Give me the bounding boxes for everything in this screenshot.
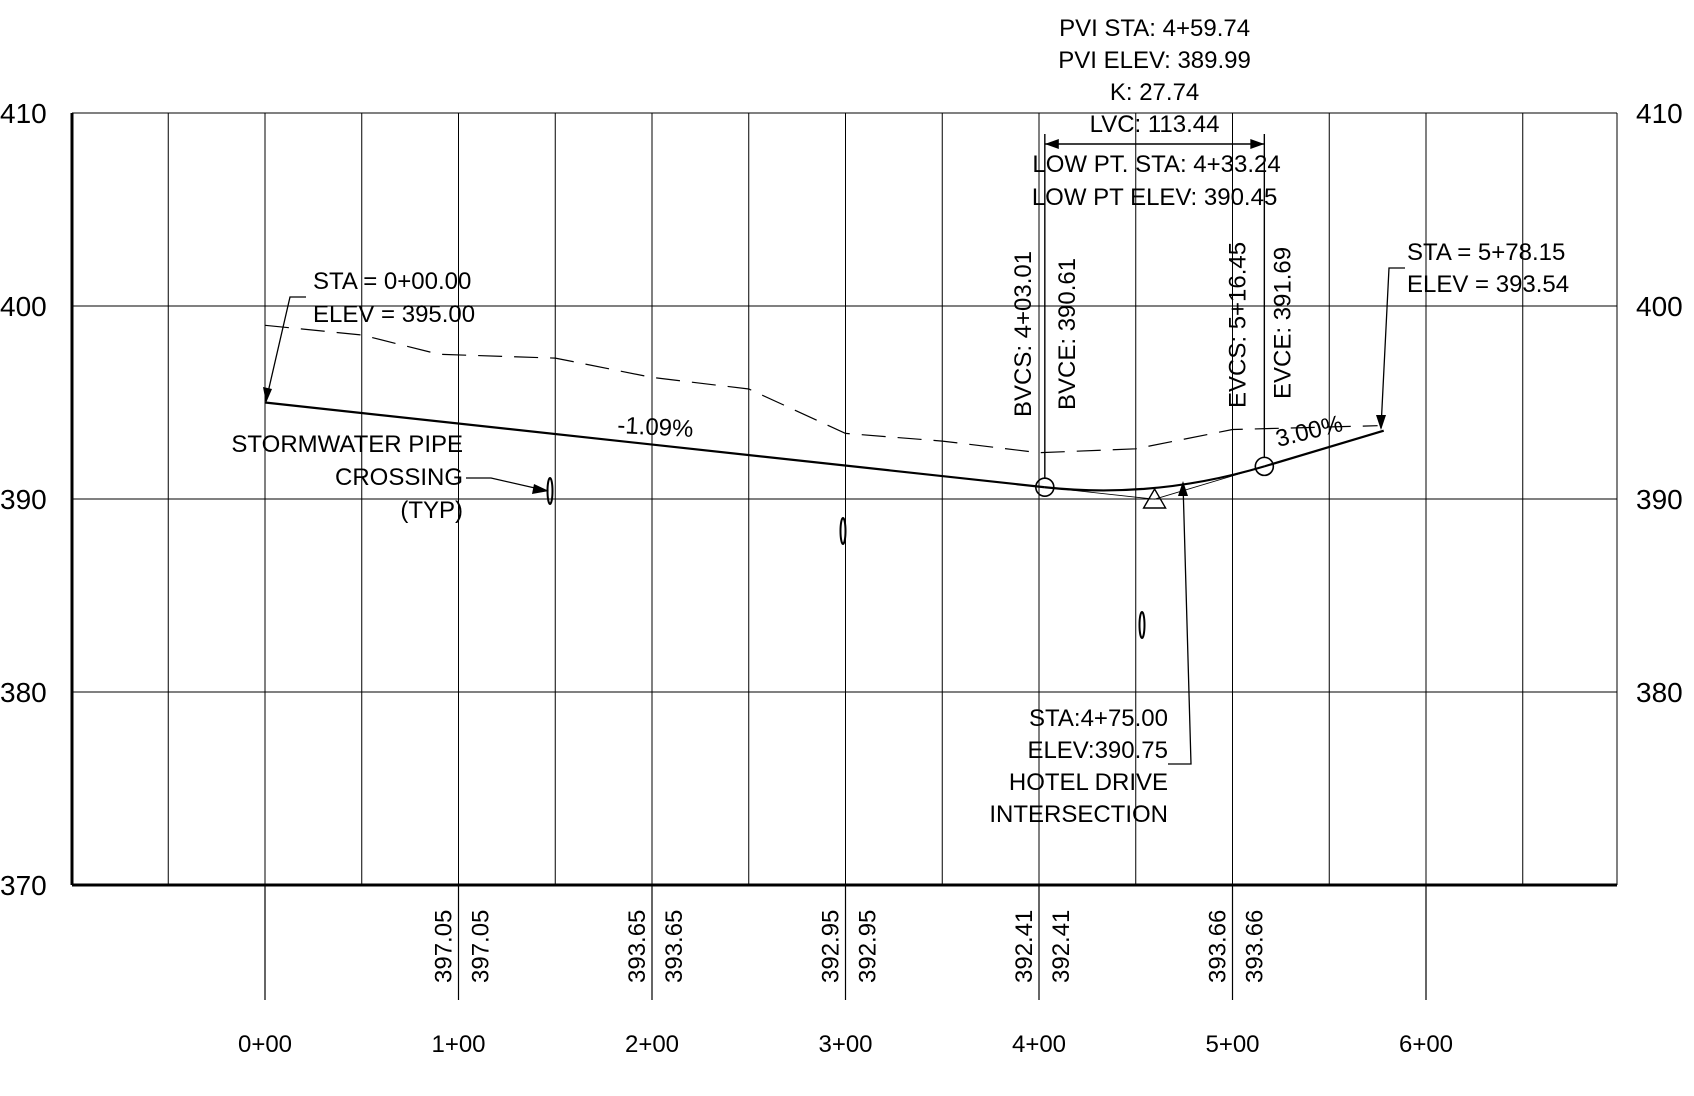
pvi-label: PVI ELEV: 389.99 (1058, 47, 1251, 74)
x-tick-label: 1+00 (431, 1031, 485, 1058)
hotel-intersection-label: INTERSECTION (989, 801, 1168, 828)
x-tick-label: 5+00 (1205, 1031, 1259, 1058)
pipe-leader (466, 477, 549, 492)
hotel-leader (1168, 482, 1192, 765)
labels: PVI STA: 4+59.74 PVI ELEV: 389.99 K: 27.74… (231, 15, 1569, 828)
start-leader-arrow (263, 387, 272, 403)
existing-elev-label: 393.65 (624, 910, 651, 983)
axes: 370 380 390 400 410 380 390 400 410 0+00 1+00 2+00 3… (0, 98, 1683, 1058)
end-station-label: STA = 5+78.15 (1407, 239, 1565, 266)
y-tick-label-left: 400 (0, 291, 47, 322)
evce-label: EVCE: 391.69 (1269, 247, 1296, 399)
existing-elev-label: 392.95 (818, 910, 845, 983)
lvc-arrow-left (1044, 139, 1059, 149)
pvi-label: K: 27.74 (1110, 79, 1199, 106)
y-tick-label-left: 370 (0, 870, 47, 901)
tangent-extension (1154, 465, 1265, 500)
pipe-crossing-marker (839, 517, 847, 545)
proposed-elev-label: 393.65 (661, 910, 688, 983)
start-elev-label: ELEV = 395.00 (313, 301, 475, 328)
pipe-crossing-marker (1138, 611, 1146, 639)
x-tick-label: 6+00 (1399, 1031, 1453, 1058)
end-leader (1380, 267, 1405, 429)
grade-label-left: -1.09% (617, 412, 694, 443)
grade-line-left (264, 401, 1045, 489)
existing-ground-line (264, 324, 1378, 454)
vertical-curve (1044, 465, 1265, 492)
markers (263, 134, 1405, 765)
evcs-label: EVCS: 5+16.45 (1224, 242, 1251, 408)
proposed-elev-label: 397.05 (468, 910, 495, 983)
pipe-label-line2: CROSSING (335, 464, 463, 491)
y-tick-label-right: 390 (1636, 484, 1683, 515)
x-tick-label: 0+00 (238, 1031, 292, 1058)
end-elev-label: ELEV = 393.54 (1407, 271, 1569, 298)
pipe-label-line3: (TYP) (400, 497, 463, 524)
y-tick-label-left: 390 (0, 484, 47, 515)
bvcs-label: BVCS: 4+03.01 (1010, 251, 1037, 417)
x-tick-label: 2+00 (625, 1031, 679, 1058)
pipe-leader-arrow (532, 484, 549, 494)
end-leader-arrow (1376, 415, 1386, 430)
existing-elev-label: 392.41 (1011, 910, 1038, 983)
hotel-leader-arrow (1178, 481, 1188, 496)
y-tick-label-right: 410 (1636, 98, 1683, 129)
lvc-arrow-right (1250, 139, 1265, 149)
pipe-label-line1: STORMWATER PIPE (231, 431, 463, 458)
hotel-elev-label: ELEV:390.75 (1027, 737, 1168, 764)
grade-line-right (1264, 429, 1385, 468)
y-tick-label-left: 410 (0, 98, 47, 129)
pvi-label: PVI STA: 4+59.74 (1059, 15, 1250, 42)
low-point-station-label: LOW PT. STA: 4+33.24 (1032, 151, 1280, 178)
y-tick-label-right: 400 (1636, 291, 1683, 322)
start-station-label: STA = 0+00.00 (313, 268, 471, 295)
existing-elev-label: 393.66 (1205, 910, 1232, 983)
y-tick-label-left: 380 (0, 677, 47, 708)
tangent-extension (1044, 486, 1155, 500)
low-point-marker (1142, 487, 1167, 509)
proposed-elev-label: 393.66 (1242, 910, 1269, 983)
x-tick-label: 4+00 (1012, 1031, 1066, 1058)
grid (72, 113, 1617, 885)
existing-elev-label: 397.05 (431, 910, 458, 983)
x-tick-label: 3+00 (818, 1031, 872, 1058)
y-tick-label-right: 380 (1636, 677, 1683, 708)
proposed-elev-label: 392.41 (1048, 910, 1075, 983)
pvi-label: LVC: 113.44 (1090, 111, 1220, 138)
bvce-label: BVCE: 390.61 (1054, 258, 1081, 410)
low-point-elev-label: LOW PT ELEV: 390.45 (1032, 184, 1277, 211)
hotel-station-label: STA:4+75.00 (1029, 705, 1168, 732)
start-leader (265, 296, 306, 402)
hotel-name-label: HOTEL DRIVE (1009, 769, 1168, 796)
proposed-elev-label: 392.95 (855, 910, 882, 983)
